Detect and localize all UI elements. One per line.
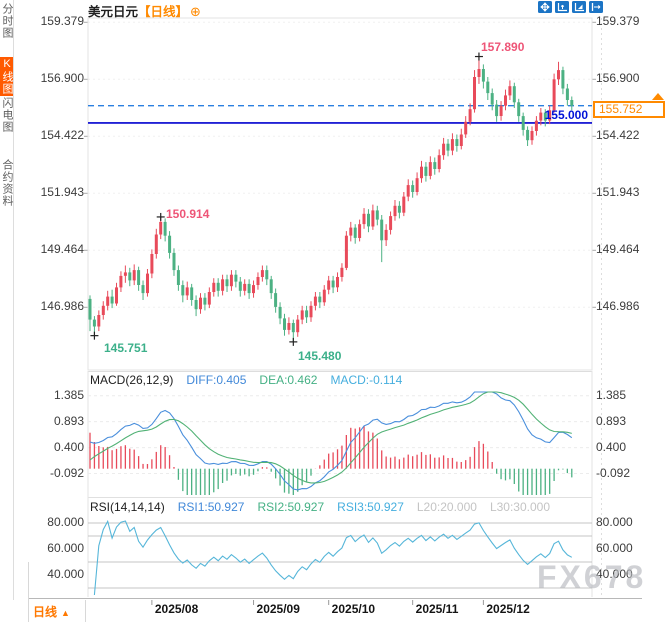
- x-axis-label: 2025/12: [486, 602, 530, 616]
- rsi2-value: RSI2:50.927: [257, 500, 325, 514]
- macd-params: MACD(26,12,9): [90, 373, 174, 387]
- interval-selector[interactable]: 日线 ▲: [33, 603, 70, 620]
- rsi3-value: RSI3:50.927: [337, 500, 404, 514]
- sidebar-item-contract-info[interactable]: 合约资料: [1, 159, 13, 207]
- symbol-name: 美元日元: [88, 5, 139, 19]
- macd-hist-value: MACD:-0.114: [330, 373, 403, 387]
- sidebar: 分时图 K线图 闪电图 合约资料: [0, 0, 14, 600]
- macd-axis-label: -0.092: [49, 465, 84, 480]
- y-axis-label: 156.900: [596, 71, 640, 86]
- rsi-axis-label: 80.000: [596, 515, 633, 529]
- y-axis-label: 151.943: [596, 185, 640, 200]
- macd-axis-label: 0.893: [53, 413, 84, 428]
- macd-header: MACD(26,12,9) DIFF:0.405 DEA:0.462 MACD:…: [90, 373, 402, 387]
- macd-axis-label: 1.385: [53, 387, 84, 402]
- y-axis-label: 159.379: [596, 14, 640, 29]
- rsi-params: RSI(14,14,14): [90, 500, 165, 514]
- sidebar-item-candlestick-chart[interactable]: K线图: [0, 57, 13, 96]
- export-right-icon[interactable]: [589, 1, 603, 13]
- x-axis-label: 2025/09: [256, 602, 300, 616]
- rsi-header: RSI(14,14,14) RSI1:50.927 RSI2:50.927 RS…: [90, 500, 550, 514]
- interval-tag: 【日线】: [138, 5, 189, 19]
- circle-plus-icon[interactable]: ⊕: [190, 4, 201, 19]
- macd-axis-label: -0.092: [596, 465, 631, 480]
- macd-dea-value: DEA:0.462: [259, 373, 318, 387]
- sidebar-item-timeline-chart[interactable]: 分时图: [1, 3, 13, 39]
- y-axis-label: 149.464: [40, 242, 84, 257]
- last-price-box: 155.752: [593, 101, 665, 118]
- rsi-axis-label: 60.000: [596, 541, 633, 555]
- y-axis-label: 151.943: [40, 185, 84, 200]
- chart-title: 美元日元【日线】 ⊕: [88, 1, 201, 20]
- low-price-annotation: 145.480: [298, 349, 342, 363]
- rsi-axis-label: 40.000: [47, 567, 84, 581]
- y-axis-label: 146.986: [596, 299, 640, 314]
- y-axis-label: 146.986: [40, 299, 84, 314]
- horizontal-line-price-label: 155.000: [544, 108, 588, 122]
- y-axis-label: 156.900: [40, 71, 84, 86]
- x-axis-label: 2025/08: [154, 602, 199, 616]
- macd-axis-label: 0.893: [596, 413, 627, 428]
- y-axis-label: 149.464: [596, 242, 640, 257]
- rsi-l20-value: L20:20.000: [416, 500, 477, 514]
- macd-diff-value: DIFF:0.405: [186, 373, 247, 387]
- price-up-triangle-icon: [652, 93, 664, 100]
- rsi-l30-value: L30:30.000: [489, 500, 550, 514]
- axis-zoom-icon[interactable]: [555, 1, 569, 13]
- rsi-axis-label: 80.000: [47, 515, 84, 529]
- rsi-axis-label: 40.000: [596, 567, 633, 581]
- x-axis-label: 2025/11: [415, 602, 459, 616]
- macd-axis-label: 1.385: [596, 387, 627, 402]
- macd-axis-label: 0.400: [596, 439, 627, 454]
- y-axis-label: 154.422: [40, 128, 84, 143]
- rsi1-value: RSI1:50.927: [177, 500, 245, 514]
- chart-toolbar: [538, 1, 603, 13]
- macd-axis-label: 0.400: [53, 439, 84, 454]
- triangle-up-icon: ▲: [61, 608, 70, 618]
- x-axis-label: 2025/10: [331, 602, 376, 616]
- crosshair-pan-icon[interactable]: [538, 1, 552, 13]
- low-price-annotation: 145.751: [104, 341, 148, 355]
- rsi-axis-label: 60.000: [47, 541, 84, 555]
- axis-scale-icon[interactable]: [572, 1, 586, 13]
- sidebar-item-lightning-chart[interactable]: 闪电图: [1, 97, 13, 133]
- y-axis-label: 154.422: [596, 128, 640, 143]
- high-price-annotation: 157.890: [481, 40, 525, 54]
- high-price-annotation: 150.914: [166, 207, 210, 221]
- interval-label: 日线: [33, 605, 58, 619]
- y-axis-label: 159.379: [40, 14, 84, 29]
